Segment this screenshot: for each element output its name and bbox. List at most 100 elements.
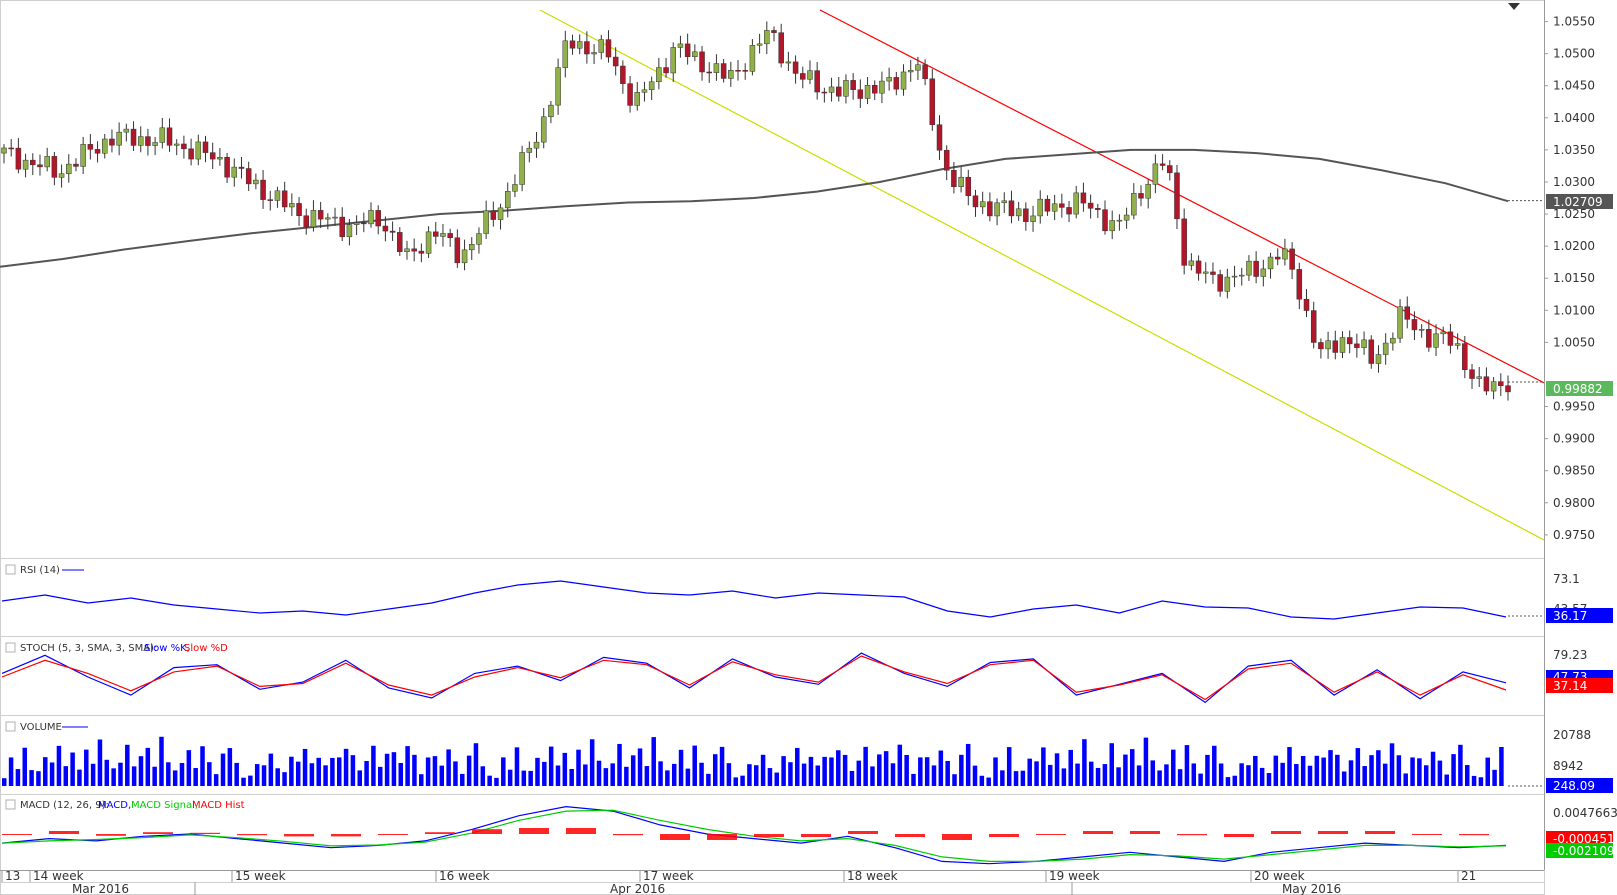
volume-bar bbox=[706, 773, 711, 786]
candle-bullish bbox=[1440, 331, 1446, 335]
candle-bearish bbox=[1426, 329, 1432, 348]
price-tick-label: 1.0550 bbox=[1553, 15, 1595, 29]
candle-bullish bbox=[540, 116, 547, 143]
volume-bar bbox=[90, 763, 96, 786]
volume-bar bbox=[1307, 765, 1313, 786]
candle-bearish bbox=[1289, 248, 1295, 270]
volume-bar bbox=[965, 743, 971, 786]
candle-bullish bbox=[440, 233, 446, 237]
candle-bearish bbox=[209, 152, 216, 160]
volume-bar bbox=[36, 771, 41, 786]
candle-bearish bbox=[1138, 193, 1144, 199]
stoch-toggle-icon[interactable] bbox=[5, 642, 16, 653]
volume-bar bbox=[84, 749, 89, 786]
candle-bearish bbox=[1174, 172, 1180, 220]
volume-bar bbox=[788, 762, 793, 786]
volume-bar bbox=[883, 751, 889, 786]
candle-bearish bbox=[130, 128, 137, 146]
macd-lines bbox=[1, 805, 1507, 865]
candle-bullish bbox=[828, 86, 835, 93]
volume-bar bbox=[972, 765, 978, 786]
candle-bearish bbox=[620, 65, 626, 84]
ma-value: 1.02709 bbox=[1553, 195, 1603, 209]
rsi-toggle-icon[interactable] bbox=[5, 564, 16, 575]
candle-bullish bbox=[548, 104, 554, 118]
volume-bar bbox=[166, 762, 171, 786]
candle-bullish bbox=[346, 224, 353, 238]
candle-bearish bbox=[735, 70, 741, 72]
candle-bullish bbox=[123, 128, 130, 133]
lower-trendline bbox=[539, 9, 1545, 541]
ma-value-box bbox=[1546, 194, 1613, 209]
volume-bar bbox=[473, 743, 479, 786]
volume-bar bbox=[911, 773, 916, 786]
macd-hist-bar bbox=[143, 832, 173, 834]
volume-bar bbox=[740, 775, 745, 786]
volume-bar bbox=[1362, 766, 1367, 786]
candle-bearish bbox=[1303, 298, 1310, 311]
candle-bullish bbox=[353, 222, 360, 225]
candle-bearish bbox=[382, 225, 389, 232]
candle-bearish bbox=[569, 40, 576, 49]
candle-bearish bbox=[73, 163, 79, 167]
candle-bearish bbox=[1505, 385, 1511, 393]
candle-bullish bbox=[1145, 184, 1151, 199]
volume-tick: 20788 bbox=[1553, 728, 1591, 742]
collapse-arrow-icon[interactable] bbox=[1508, 3, 1520, 10]
volume-bar bbox=[1198, 773, 1203, 786]
macd-hist-bar bbox=[331, 834, 361, 837]
volume-bar bbox=[1246, 765, 1251, 786]
candle-bullish bbox=[512, 184, 518, 192]
candle-bullish bbox=[713, 63, 720, 73]
candle-bullish bbox=[58, 173, 65, 178]
candle-bullish bbox=[461, 249, 468, 264]
candle-bullish bbox=[1282, 248, 1288, 260]
volume-bar bbox=[343, 748, 349, 786]
volume-bar bbox=[172, 770, 178, 786]
candle-bearish bbox=[224, 157, 230, 178]
volume-bar bbox=[548, 746, 554, 786]
candle-bearish bbox=[281, 190, 288, 208]
candle-bullish bbox=[1454, 343, 1461, 346]
volume-bar bbox=[234, 762, 239, 786]
candle-bullish bbox=[728, 70, 734, 79]
macd-hist-bar bbox=[1130, 831, 1160, 834]
candle-bullish bbox=[1073, 192, 1079, 215]
macd-hist-bar bbox=[1083, 831, 1113, 834]
volume-bar bbox=[248, 775, 253, 786]
candle-bearish bbox=[389, 230, 396, 233]
candle-bullish bbox=[1325, 340, 1331, 350]
volume-bar bbox=[1116, 767, 1121, 786]
volume-bar bbox=[658, 761, 663, 786]
volume-bar bbox=[822, 756, 827, 786]
price-tick-label: 1.0250 bbox=[1553, 207, 1595, 221]
volume-bar bbox=[282, 772, 287, 786]
candle-bullish bbox=[101, 138, 108, 154]
stoch-lines bbox=[1, 652, 1507, 704]
volume-bar bbox=[1280, 762, 1285, 786]
volume-bar bbox=[1239, 763, 1244, 786]
candle-bullish bbox=[173, 143, 180, 146]
moving-average bbox=[0, 148, 1544, 268]
volume-bar bbox=[1376, 750, 1381, 786]
week-label: 21 bbox=[1461, 869, 1476, 883]
candle-bullish bbox=[497, 207, 504, 220]
volume-bar bbox=[1130, 749, 1135, 786]
volume-bar bbox=[412, 754, 417, 786]
candle-bullish bbox=[886, 77, 892, 82]
volume-bar bbox=[1191, 763, 1197, 786]
volume-bar bbox=[49, 762, 55, 786]
volume-bar bbox=[70, 752, 75, 786]
candle-bearish bbox=[1469, 369, 1475, 379]
candle-bullish bbox=[231, 166, 238, 178]
volume-bar bbox=[1410, 757, 1415, 786]
candle-bullish bbox=[670, 47, 676, 74]
macd-hist-bar bbox=[1412, 834, 1442, 835]
macd-toggle-icon[interactable] bbox=[5, 799, 16, 810]
candle-bullish bbox=[598, 39, 605, 53]
candle-bearish bbox=[1274, 256, 1281, 260]
candle-bearish bbox=[1217, 274, 1223, 292]
volume-toggle-icon[interactable] bbox=[5, 721, 16, 732]
volume-bar bbox=[1417, 758, 1422, 786]
candle-bullish bbox=[900, 71, 907, 90]
